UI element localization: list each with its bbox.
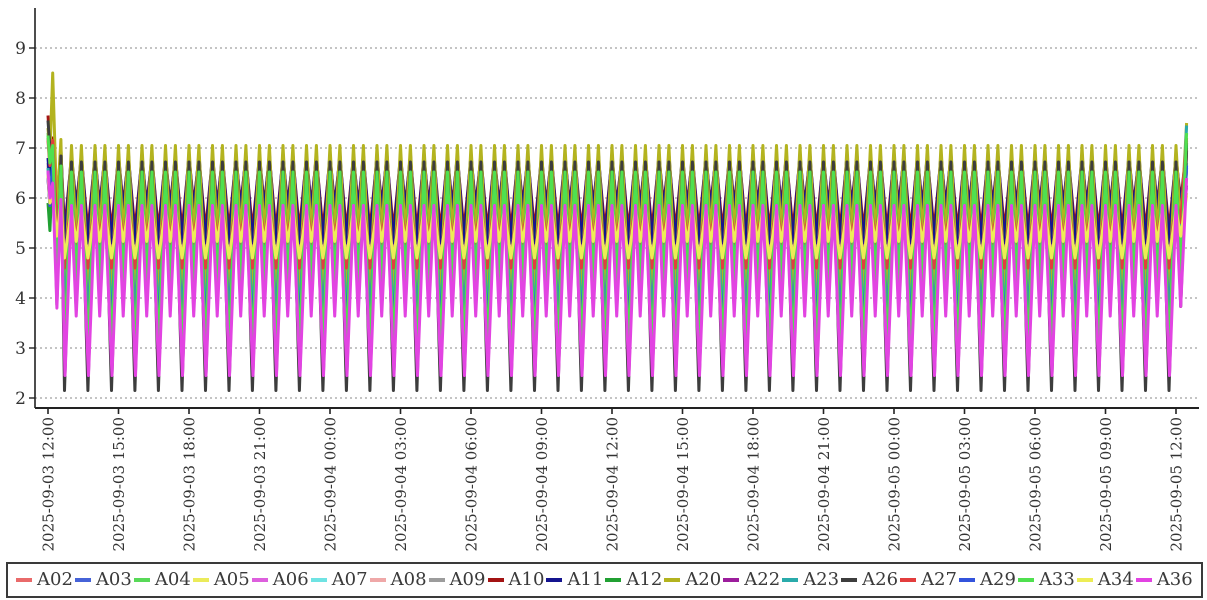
legend-item-a20: A20 [664, 571, 721, 589]
legend-swatch-icon [1017, 578, 1034, 582]
y-tick-label: 5 [15, 239, 26, 259]
legend-swatch-icon [192, 578, 209, 582]
legend-swatch-icon [16, 578, 32, 582]
legend-swatch-icon [487, 578, 504, 582]
chart-canvas: 2 3 4 5 6 7 8 9 2025-09-03 12:00 2025-09-03 15:00… [15, 8, 1199, 551]
y-tick-label: 9 [15, 39, 26, 59]
legend-item-a04: A04 [133, 569, 191, 590]
legend-item-a08: A08 [369, 569, 427, 590]
legend-label: A27 [921, 569, 957, 590]
legend-label: A36 [1156, 569, 1193, 590]
legend-item-a27: A27 [900, 571, 957, 589]
legend-swatch-icon [900, 578, 917, 582]
x-tick-label: 2025-09-04 03:00 [392, 417, 410, 551]
x-tick-label: 2025-09-05 00:00 [886, 417, 904, 551]
x-tick-label: 2025-09-05 03:00 [956, 417, 974, 551]
legend-item-a36: A36 [1135, 569, 1193, 590]
y-tick-label: 7 [15, 139, 26, 159]
x-tick-label: 2025-09-03 12:00 [40, 417, 58, 551]
legend: A02 A03 A04 A05 A06 A07 A08 A09 A10 A11 A12 A20 A22 A… [6, 562, 1203, 598]
legend-label: A33 [1038, 569, 1075, 590]
legend-item-a26: A26 [841, 571, 898, 589]
legend-label: A12 [626, 569, 663, 590]
x-tick-label: 2025-09-03 15:00 [110, 417, 128, 551]
legend-swatch-icon [251, 578, 268, 582]
x-tick-label: 2025-09-03 21:00 [251, 417, 269, 551]
x-tick-label: 2025-09-04 21:00 [815, 417, 833, 551]
legend-label: A26 [862, 569, 899, 590]
legend-label: A23 [803, 569, 840, 590]
x-tick-label: 2025-09-05 12:00 [1168, 417, 1186, 551]
legend-item-a22: A22 [723, 571, 780, 589]
y-tick-label: 3 [15, 339, 26, 359]
y-tick-label: 2 [15, 389, 26, 409]
legend-label: A20 [685, 569, 722, 590]
x-tick-label: 2025-09-04 15:00 [674, 417, 692, 551]
legend-label: A34 [1097, 569, 1134, 590]
legend-item-a11: A11 [546, 571, 603, 589]
legend-item-a07: A07 [310, 569, 368, 590]
legend-label: A22 [744, 569, 781, 590]
legend-swatch-icon [1135, 578, 1152, 582]
legend-swatch-icon [664, 578, 681, 582]
legend-item-a33: A33 [1017, 569, 1075, 590]
series-line [46, 170, 1189, 377]
legend-label: A03 [95, 569, 132, 590]
legend-label: A07 [331, 569, 368, 590]
legend-item-a12: A12 [605, 571, 662, 589]
legend-label: A04 [154, 569, 191, 590]
legend-label: A06 [272, 569, 309, 590]
legend-swatch-icon [841, 578, 858, 582]
x-tick-label: 2025-09-04 06:00 [463, 417, 481, 551]
y-tick-label: 4 [15, 289, 26, 309]
legend-swatch-icon [782, 578, 799, 582]
x-tick-label: 2025-09-05 06:00 [1027, 417, 1045, 551]
legend-label: A10 [508, 569, 545, 590]
legend-label: A11 [567, 569, 604, 590]
legend-swatch-icon [428, 578, 445, 582]
legend-label: A08 [390, 569, 427, 590]
legend-swatch-icon [605, 578, 622, 582]
legend-swatch-icon [74, 578, 91, 582]
legend-item-a03: A03 [74, 569, 132, 590]
x-tick-label: 2025-09-03 18:00 [181, 417, 199, 551]
legend-swatch-icon [310, 578, 327, 582]
x-tick-label: 2025-09-04 00:00 [322, 417, 340, 551]
legend-swatch-icon [723, 578, 740, 582]
x-tick-label: 2025-09-04 12:00 [604, 417, 622, 551]
legend-item-a34: A34 [1076, 569, 1134, 590]
legend-item-a02: A02 [16, 571, 73, 589]
x-tick-label: 2025-09-04 18:00 [745, 417, 763, 551]
legend-swatch-icon [1076, 578, 1093, 582]
legend-swatch-icon [546, 578, 563, 582]
legend-swatch-icon [133, 578, 150, 582]
legend-label: A02 [37, 569, 73, 590]
legend-swatch-icon [959, 578, 975, 582]
legend-item-a10: A10 [487, 569, 545, 590]
y-tick-label: 6 [15, 189, 26, 209]
legend-item-a09: A09 [428, 569, 486, 590]
legend-item-a06: A06 [251, 569, 309, 590]
legend-item-a29: A29 [959, 571, 1016, 589]
legend-label: A09 [449, 569, 486, 590]
legend-label: A29 [980, 569, 1016, 590]
legend-item-a05: A05 [192, 569, 250, 590]
x-tick-label: 2025-09-05 09:00 [1097, 417, 1115, 551]
legend-swatch-icon [369, 578, 386, 582]
x-tick-label: 2025-09-04 09:00 [533, 417, 551, 551]
y-tick-label: 8 [15, 89, 26, 109]
legend-label: A05 [213, 569, 250, 590]
legend-item-a23: A23 [782, 571, 839, 589]
